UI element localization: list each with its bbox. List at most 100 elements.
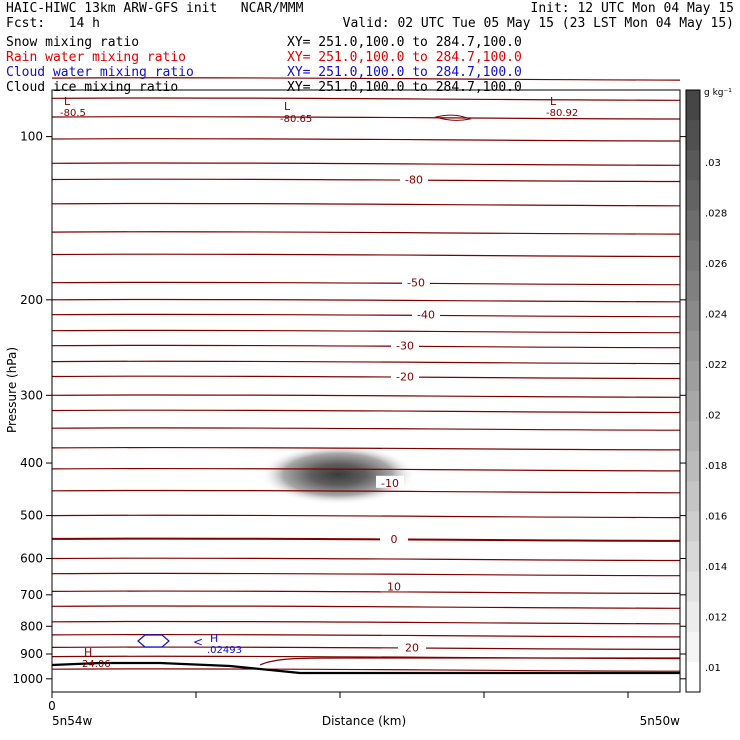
- temperature-contour: [51, 514, 681, 519]
- colorbar-swatch: [686, 120, 700, 151]
- field-xy-rain: XY= 251.0,100.0 to 284.7,100.0: [287, 50, 522, 65]
- chart-title: HAIC-HIWC 13km ARW-GFS init NCAR/MMM: [6, 1, 304, 16]
- temperature-contour: [51, 137, 681, 142]
- colorbar-swatch: [686, 330, 700, 362]
- temperature-contour: [51, 360, 681, 365]
- field-xy-snow: XY= 251.0,100.0 to 284.7,100.0: [287, 35, 522, 50]
- valid-time: Valid: 02 UTC Tue 05 May 15 (23 LST Mon …: [342, 16, 734, 31]
- colorbar-swatch: [686, 240, 700, 272]
- contour-label: -50: [407, 277, 425, 290]
- temperature-contour: [434, 114, 472, 121]
- contour-label: 0: [391, 533, 398, 546]
- y-tick-label: 200: [20, 293, 43, 307]
- field-name-rain: Rain water mixing ratio: [6, 50, 187, 65]
- extremum-marker: H: [210, 632, 218, 645]
- colorbar-label: .01: [705, 663, 721, 674]
- temperature-contour: [259, 657, 680, 666]
- colorbar-frame: [685, 89, 701, 693]
- extremum-value: .02493: [207, 645, 242, 656]
- contour-label-bg: [412, 307, 440, 320]
- colorbar-label: .012: [705, 613, 727, 624]
- colorbar-swatch: [686, 180, 700, 211]
- terrain-line: [51, 661, 680, 675]
- contour-label-bg: [391, 369, 419, 382]
- y-tick-label: 300: [20, 388, 43, 402]
- field-xy-cloud-ice: XY= 251.0,100.0 to 284.7,100.0: [287, 80, 522, 95]
- temperature-contour: [51, 162, 681, 166]
- colorbar-swatch: [686, 270, 700, 302]
- contour-label: 20: [405, 641, 419, 654]
- colorbar-label: .024: [705, 310, 727, 321]
- snow-mixing-shading: [260, 444, 416, 505]
- colorbar-swatch: [686, 631, 700, 663]
- x-right-label: 5n50w: [640, 714, 681, 728]
- colorbar-label: .014: [705, 562, 727, 573]
- temperature-contour: [51, 668, 681, 672]
- temperature-contour: [51, 467, 681, 472]
- colorbar-label: .028: [705, 209, 727, 220]
- colorbar-unit: g kg⁻¹: [704, 88, 732, 98]
- colorbar-swatch: [686, 541, 700, 573]
- colorbar-label: .016: [705, 512, 727, 523]
- colorbar-swatch: [686, 421, 700, 452]
- colorbar-swatch: [686, 300, 700, 332]
- colorbar-swatch: [686, 601, 700, 633]
- contour-label-bg: [400, 172, 428, 185]
- temperature-contour: [51, 572, 681, 577]
- extremum-value: 24.06: [82, 659, 111, 670]
- extremum-marker: L: [64, 95, 71, 108]
- y-tick-label: 900: [20, 647, 43, 661]
- extremum-marker: H: [84, 646, 92, 659]
- temperature-contour: [51, 489, 681, 494]
- contour-label: 10: [387, 580, 401, 593]
- plot-frame: [51, 89, 681, 693]
- temperature-contour: [51, 590, 681, 594]
- temperature-contour: [51, 375, 681, 380]
- contour-label-bg: [398, 640, 426, 653]
- colorbar-swatch: [686, 150, 700, 181]
- temperature-contour: [51, 344, 681, 349]
- y-tick-label: 400: [20, 456, 43, 470]
- colorbar-label: .02: [705, 411, 721, 422]
- temperature-contour: [51, 557, 681, 562]
- field-name-cloud-water: Cloud water mixing ratio: [6, 65, 194, 80]
- contour-label: -10: [381, 477, 399, 490]
- temperature-contour: [51, 394, 681, 398]
- contour-label-bg: [380, 531, 408, 544]
- temperature-contour: [51, 605, 681, 609]
- colorbar-swatch: [686, 571, 700, 603]
- colorbar-swatch: [686, 661, 700, 693]
- temperature-contour: [51, 231, 681, 235]
- temperature-contour: [51, 115, 681, 120]
- colorbar-swatch: [686, 210, 700, 241]
- colorbar-swatch: [686, 360, 700, 392]
- temperature-contour: [51, 253, 681, 258]
- y-tick-label: 600: [20, 552, 43, 566]
- extremum-value: -80.92: [546, 108, 578, 119]
- forecast-hour: Fcst: 14 h: [6, 16, 100, 31]
- y-tick-label: 700: [20, 588, 43, 602]
- temperature-contour: [51, 646, 681, 650]
- temperature-contour: [51, 77, 681, 81]
- colorbar-swatch: [686, 90, 700, 121]
- contour-label-bg: [376, 475, 404, 488]
- contour-label-bg: [380, 579, 408, 592]
- cloud-water-arrow: <: [193, 635, 203, 649]
- colorbar-swatch: [686, 451, 700, 482]
- temperature-contour: [51, 427, 681, 431]
- temperature-contour: [51, 298, 681, 303]
- extremum-marker: L: [550, 95, 557, 108]
- init-time: Init: 12 UTC Mon 04 May 15: [530, 1, 735, 16]
- y-tick-label: 1000: [12, 672, 43, 686]
- colorbar-label: .018: [705, 461, 727, 472]
- contour-label-bg: [391, 338, 419, 351]
- temperature-contour: [51, 202, 681, 207]
- x-tick-label: 0: [48, 699, 56, 713]
- field-name-snow: Snow mixing ratio: [6, 35, 140, 50]
- temperature-contour: [51, 313, 681, 318]
- extremum-value: -80.5: [60, 108, 86, 119]
- temperature-contour: [51, 446, 681, 451]
- temperature-contour: [51, 409, 681, 414]
- contour-label: -20: [396, 371, 414, 384]
